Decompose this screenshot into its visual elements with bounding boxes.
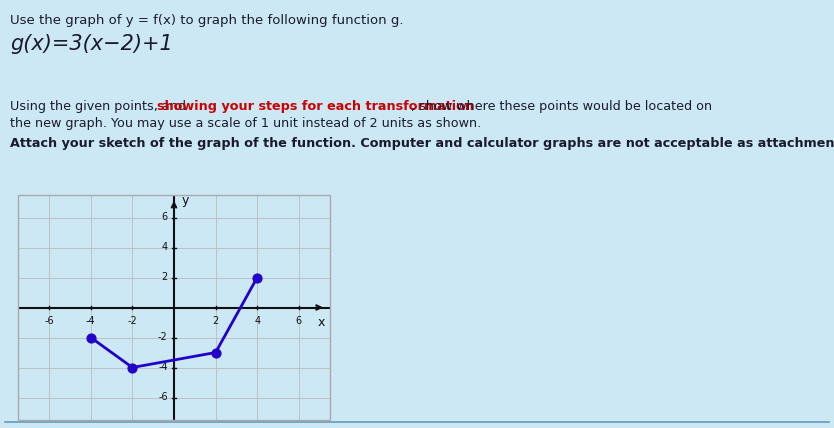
Text: Using the given points, and: Using the given points, and xyxy=(10,100,190,113)
Text: the new graph. You may use a scale of 1 unit instead of 2 units as shown.: the new graph. You may use a scale of 1 … xyxy=(10,117,481,130)
Text: -2: -2 xyxy=(158,333,168,342)
Text: Attach your sketch of the graph of the function. Computer and calculator graphs : Attach your sketch of the graph of the f… xyxy=(10,137,834,150)
Text: -4: -4 xyxy=(158,363,168,372)
Text: -6: -6 xyxy=(158,392,168,402)
Point xyxy=(126,364,139,371)
Text: -6: -6 xyxy=(44,316,54,326)
Point xyxy=(84,334,98,341)
Text: Use the graph of y = f(x) to graph the following function g.: Use the graph of y = f(x) to graph the f… xyxy=(10,14,404,27)
Text: , show where these points would be located on: , show where these points would be locat… xyxy=(407,100,712,113)
Text: x: x xyxy=(318,316,325,329)
Point xyxy=(250,274,264,281)
Text: showing your steps for each transformation: showing your steps for each transformati… xyxy=(157,100,474,113)
Text: g(x)=3(x−2)+1: g(x)=3(x−2)+1 xyxy=(10,34,173,54)
Text: 6: 6 xyxy=(162,212,168,223)
Text: -2: -2 xyxy=(128,316,138,326)
Text: 6: 6 xyxy=(296,316,302,326)
Text: -4: -4 xyxy=(86,316,96,326)
Text: y: y xyxy=(181,194,188,207)
Text: 4: 4 xyxy=(254,316,260,326)
Text: 2: 2 xyxy=(162,273,168,282)
Point xyxy=(209,349,223,356)
Text: 2: 2 xyxy=(213,316,219,326)
Text: 4: 4 xyxy=(162,243,168,253)
